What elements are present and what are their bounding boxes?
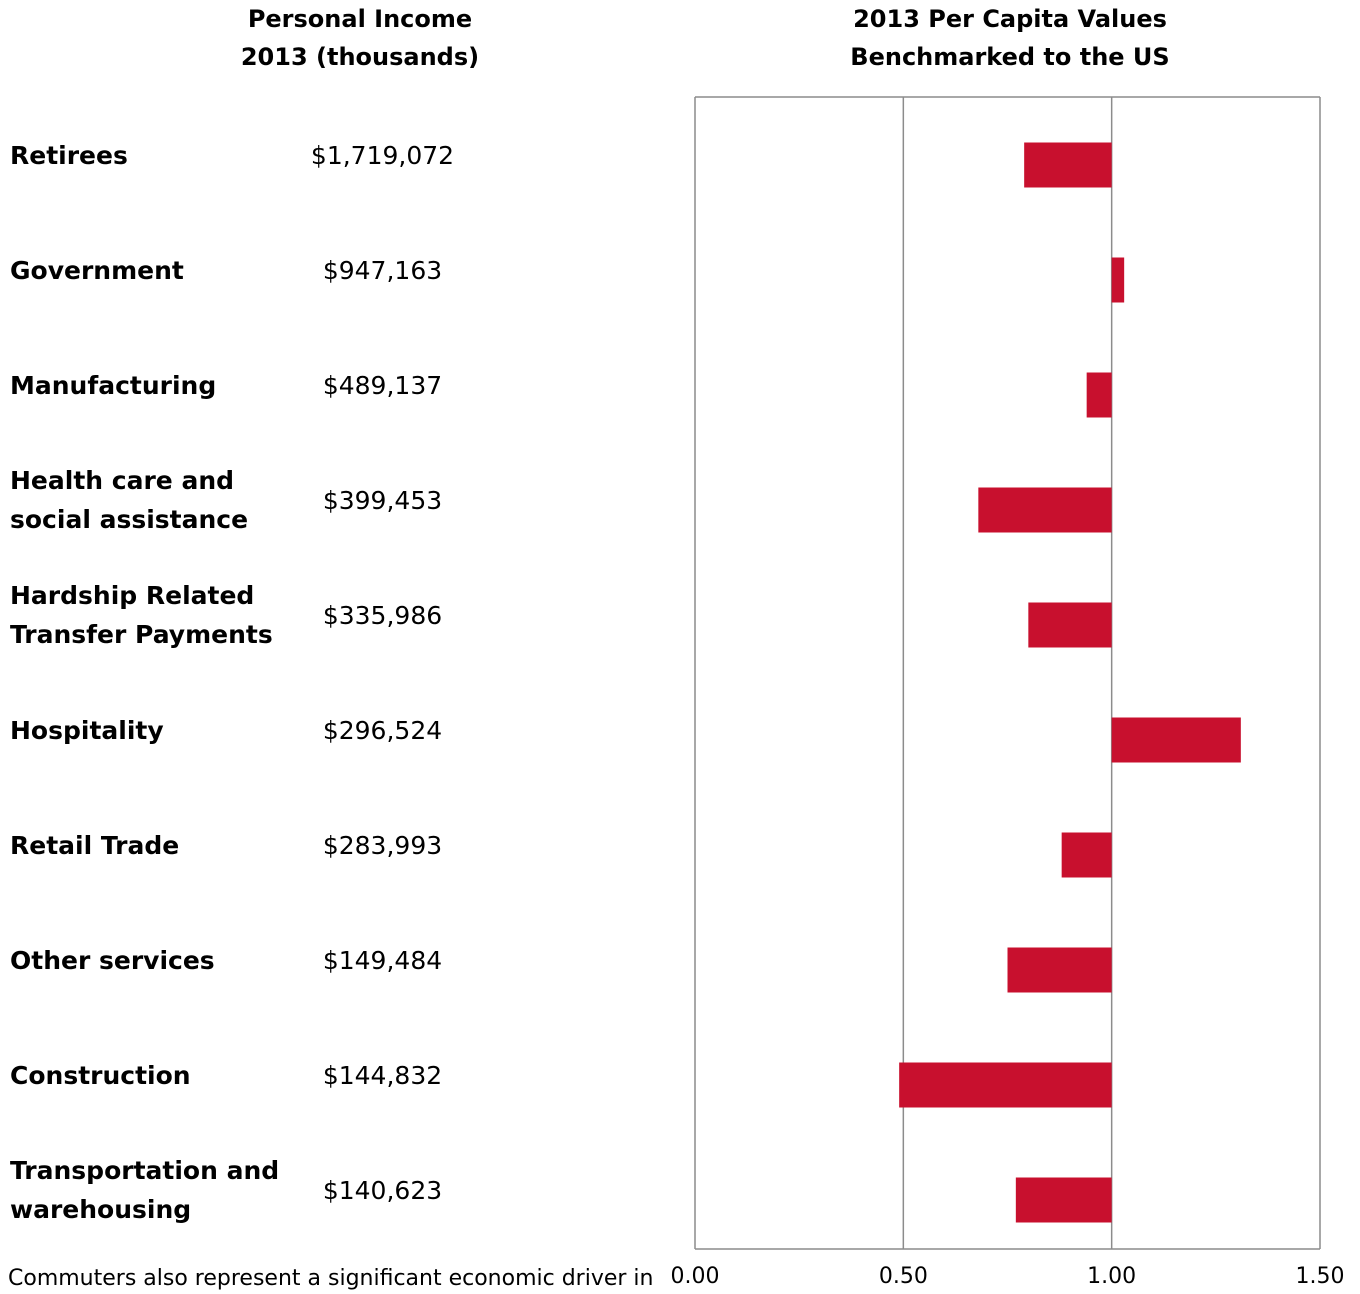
row-label: Retail Trade bbox=[10, 826, 300, 865]
row-label: Health care and social assistance bbox=[10, 461, 300, 539]
row-label-line: Hospitality bbox=[10, 715, 164, 745]
row-income-value: $489,137 bbox=[322, 370, 443, 400]
x-tick-label: 0.50 bbox=[879, 1264, 928, 1289]
row-income-value: $283,993 bbox=[322, 830, 443, 860]
row-label-line: Manufacturing bbox=[10, 370, 217, 400]
row-label: Retirees bbox=[10, 136, 300, 175]
row-label-line: social assistance bbox=[10, 505, 249, 534]
income-header-line-2: 2013 (thousands) bbox=[240, 43, 480, 71]
row-income-value: $144,832 bbox=[322, 1060, 443, 1090]
row-label: Manufacturing bbox=[10, 366, 300, 405]
bar bbox=[1111, 257, 1125, 303]
x-tick-label: 1.50 bbox=[1296, 1264, 1345, 1289]
row-income-value: $399,453 bbox=[322, 485, 443, 515]
bar bbox=[1086, 372, 1112, 418]
row-label: Government bbox=[10, 251, 300, 290]
bar bbox=[978, 487, 1112, 533]
bar bbox=[1111, 717, 1241, 763]
row-label-line: Health care and bbox=[10, 466, 235, 495]
row-income-value: $296,524 bbox=[322, 715, 443, 745]
row-label-line: Retirees bbox=[10, 140, 128, 170]
chart-title-line-1: 2013 Per Capita Values bbox=[853, 5, 1167, 33]
row-label-line: Construction bbox=[10, 1060, 191, 1090]
row-label-line: warehousing bbox=[10, 1195, 192, 1224]
bar bbox=[1024, 142, 1112, 188]
row-label-line: Government bbox=[10, 255, 184, 285]
row-income-value: $335,986 bbox=[322, 600, 443, 630]
chart-title-line-2: Benchmarked to the US bbox=[850, 43, 1170, 71]
row-income-value: $140,623 bbox=[322, 1175, 443, 1205]
bar bbox=[1007, 947, 1112, 993]
row-income-value: $947,163 bbox=[322, 255, 443, 285]
row-label-line: Other services bbox=[10, 945, 215, 975]
x-tick-label: 0.00 bbox=[671, 1264, 720, 1289]
income-header-line-1: Personal Income bbox=[247, 5, 473, 33]
x-tick-label: 1.00 bbox=[1087, 1264, 1136, 1289]
row-label-line: Transfer Payments bbox=[10, 620, 273, 649]
row-label-line: Transportation and bbox=[10, 1156, 280, 1185]
bar bbox=[1061, 832, 1112, 878]
row-label-line: Hardship Related bbox=[10, 581, 255, 610]
bar bbox=[899, 1062, 1112, 1108]
row-income-value: $149,484 bbox=[322, 945, 443, 975]
row-income-value: $1,719,072 bbox=[310, 140, 455, 170]
income-column-header: Personal Income 2013 (thousands) bbox=[180, 0, 540, 76]
bar bbox=[1028, 602, 1112, 648]
chart-title: 2013 Per Capita Values Benchmarked to th… bbox=[780, 0, 1240, 76]
row-label: Hardship Related Transfer Payments bbox=[10, 576, 300, 654]
row-label: Transportation and warehousing bbox=[10, 1151, 300, 1229]
row-label: Other services bbox=[10, 941, 300, 980]
bar bbox=[1015, 1177, 1112, 1223]
row-label-line: Retail Trade bbox=[10, 830, 180, 860]
row-label: Construction bbox=[10, 1056, 300, 1095]
row-label: Hospitality bbox=[10, 711, 300, 750]
footnote-text: Commuters also represent a significant e… bbox=[8, 1266, 654, 1291]
